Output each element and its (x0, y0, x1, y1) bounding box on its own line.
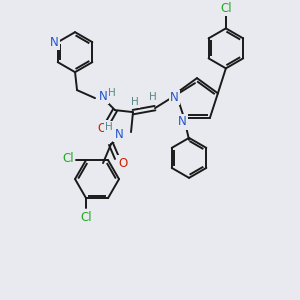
Text: Cl: Cl (80, 211, 92, 224)
Text: N: N (99, 90, 107, 103)
Text: H: H (105, 122, 113, 132)
Text: H: H (131, 97, 139, 107)
Text: H: H (149, 92, 157, 102)
Text: N: N (115, 128, 123, 141)
Text: N: N (50, 36, 59, 49)
Text: H: H (108, 88, 116, 98)
Text: N: N (170, 91, 178, 104)
Text: O: O (98, 122, 107, 135)
Text: O: O (118, 157, 127, 169)
Text: Cl: Cl (62, 152, 74, 164)
Text: Cl: Cl (220, 2, 232, 15)
Text: N: N (178, 116, 186, 128)
